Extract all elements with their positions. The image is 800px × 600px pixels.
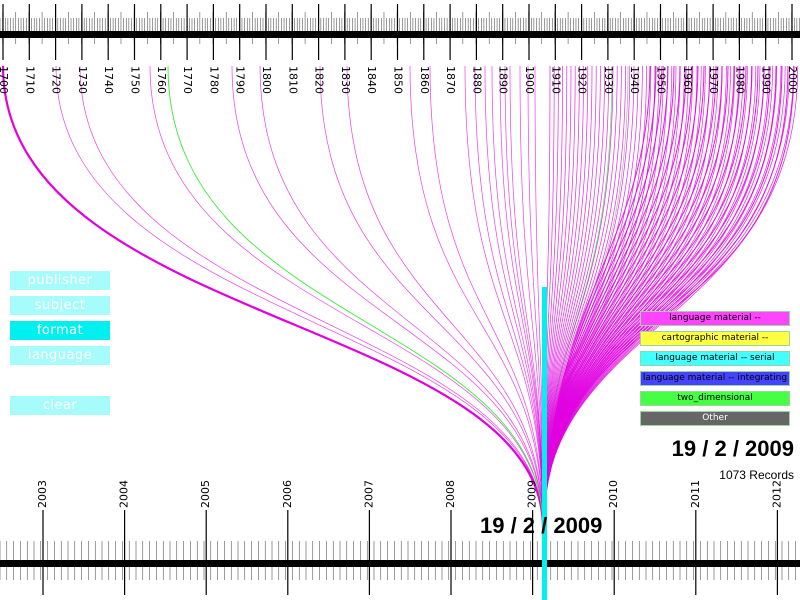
bottom-axis-label: 2012 (770, 480, 783, 508)
top-axis-label: 1910 (549, 66, 562, 94)
top-axis-label: 1830 (339, 66, 352, 94)
cursor-line[interactable] (542, 287, 547, 600)
record-curve (484, 65, 544, 529)
record-curve (474, 65, 544, 529)
top-axis-label: 1740 (102, 66, 115, 94)
top-axis-label: 1860 (418, 66, 431, 94)
top-axis-label: 1990 (760, 66, 773, 94)
top-axis-label: 1960 (681, 66, 694, 94)
top-axis: 1700 1710 1720 1730 1740 1750 1760 1770 1780 1790… (0, 4, 800, 94)
top-axis-label: 1870 (444, 66, 457, 94)
record-curve (542, 65, 789, 529)
bottom-axis-label: 2004 (118, 480, 131, 508)
top-axis-label: 1790 (234, 66, 247, 94)
record-count: 1073 Records (719, 468, 794, 482)
top-axis-label: 1850 (392, 66, 405, 94)
record-curve (499, 65, 544, 529)
record-curve (429, 65, 544, 529)
record-curve (464, 65, 544, 529)
legend-item-cartographic-material[interactable]: cartographic material -- (640, 331, 790, 346)
top-axis-label: 1930 (602, 66, 615, 94)
cursor-date-label: 19 / 2 / 2009 (480, 513, 603, 538)
clear-button[interactable]: clear (10, 396, 110, 415)
top-axis-label: 1700 (0, 66, 10, 94)
record-curve (319, 65, 544, 529)
record-curve (167, 65, 544, 529)
top-axis-label: 1880 (470, 66, 483, 94)
top-axis-label: 1970 (707, 66, 720, 94)
bottom-axis-label: 2011 (689, 480, 702, 508)
selected-date: 19 / 2 / 2009 (671, 436, 794, 461)
record-curve (231, 65, 544, 529)
bottom-axis-label: 2005 (199, 480, 212, 508)
legend-item-other[interactable]: Other (640, 411, 790, 426)
top-axis-label: 1900 (523, 66, 536, 94)
record-curve (409, 65, 544, 529)
filter-publisher-button[interactable]: publisher (10, 271, 110, 290)
top-axis-label: 2000 (786, 66, 799, 94)
bottom-axis: 2003 2004 2005 2006 2007 2008 2009 2010 2011 2012 (0, 480, 800, 595)
top-axis-label: 1770 (181, 66, 194, 94)
top-axis-label: 1890 (497, 66, 510, 94)
record-curve (55, 65, 544, 529)
top-axis-label: 1810 (286, 66, 299, 94)
record-curve (542, 65, 783, 529)
top-axis-label: 1710 (23, 66, 36, 94)
record-curve (79, 65, 544, 529)
bottom-axis-label: 2010 (607, 480, 620, 508)
bottom-axis-label: 2009 (526, 480, 539, 508)
record-curve (542, 65, 777, 529)
filter-format-button[interactable]: format (10, 321, 110, 340)
legend-item-two-dimensional[interactable]: two_dimensional (640, 391, 790, 406)
top-axis-label: 1760 (155, 66, 168, 94)
top-axis-label: 1980 (733, 66, 746, 94)
record-curve (542, 65, 795, 529)
bottom-axis-label: 2007 (362, 480, 375, 508)
record-curve (519, 65, 544, 529)
legend-item-language-material[interactable]: language material -- (640, 311, 790, 326)
top-axis-label: 1840 (365, 66, 378, 94)
top-axis-label: 1800 (260, 66, 273, 94)
top-axis-label: 1950 (655, 66, 668, 94)
record-curve (1, 65, 545, 529)
bottom-axis-label: 2008 (444, 480, 457, 508)
record-curve (491, 65, 544, 529)
top-axis-label: 1780 (207, 66, 220, 94)
legend-item-language-material-serial[interactable]: language material -- serial (640, 351, 790, 366)
filter-language-button[interactable]: language (10, 346, 110, 365)
top-axis-label: 1720 (50, 66, 63, 94)
top-axis-label: 1920 (576, 66, 589, 94)
top-axis-label: 1940 (628, 66, 641, 94)
top-axis-label: 1750 (129, 66, 142, 94)
filter-subject-button[interactable]: subject (10, 296, 110, 315)
top-axis-label: 1820 (313, 66, 326, 94)
record-curve (509, 65, 544, 529)
legend-item-language-material-integrating[interactable]: language material -- integrating (640, 371, 790, 386)
date-cursor (542, 287, 547, 600)
bottom-axis-label: 2003 (36, 480, 49, 508)
top-axis-label: 1730 (76, 66, 89, 94)
record-curve (346, 65, 544, 529)
bottom-axis-label: 2006 (281, 480, 294, 508)
record-curve (259, 65, 544, 529)
record-curve (149, 65, 544, 529)
